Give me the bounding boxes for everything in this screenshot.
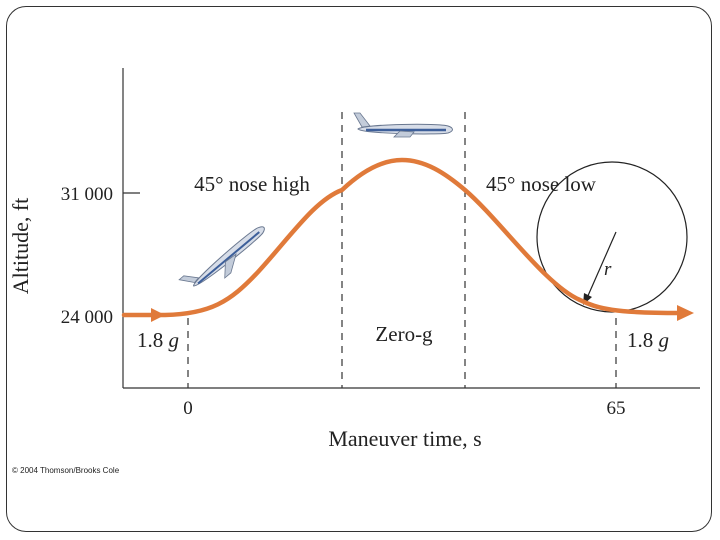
load-label-exit: 1.8 g bbox=[627, 328, 669, 352]
slide-frame bbox=[6, 6, 712, 532]
airplane-climbing-icon bbox=[178, 226, 265, 287]
load-value-entry: 1.8 bbox=[137, 328, 163, 352]
trajectory-curve bbox=[121, 157, 683, 318]
phase-label-nose-high: 45° nose high bbox=[194, 172, 310, 196]
y-tick-label-31000: 31 000 bbox=[61, 184, 113, 205]
x-axis-label: Maneuver time, s bbox=[328, 426, 481, 451]
load-value-exit: 1.8 bbox=[627, 328, 653, 352]
copyright-notice: © 2004 Thomson/Brooks Cole bbox=[12, 466, 120, 475]
load-unit-entry: g bbox=[169, 328, 180, 352]
phase-label-nose-low: 45° nose low bbox=[486, 172, 597, 196]
x-tick-label-0: 0 bbox=[183, 398, 193, 419]
load-label-entry: 1.8 g bbox=[137, 328, 179, 352]
trajectory-exit-arrow bbox=[677, 305, 694, 321]
trajectory-entry-arrow bbox=[151, 308, 165, 322]
radius-line bbox=[586, 231, 617, 299]
x-tick-label-65: 65 bbox=[607, 398, 626, 419]
airplane-level-icon bbox=[353, 112, 453, 138]
load-unit-exit: g bbox=[659, 328, 670, 352]
phase-label-zero-g: Zero-g bbox=[375, 322, 433, 346]
y-tick-label-24000: 24 000 bbox=[61, 307, 113, 328]
y-axis-label: Altitude, ft bbox=[8, 198, 33, 295]
zero-g-text: Zero-g bbox=[375, 322, 433, 346]
radius-label: r bbox=[604, 259, 612, 280]
